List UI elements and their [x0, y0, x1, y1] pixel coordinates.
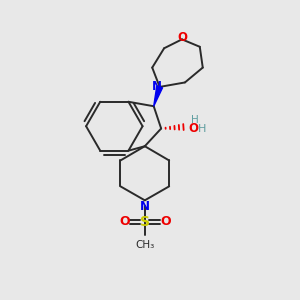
Text: O: O [119, 215, 130, 228]
Text: H: H [191, 115, 199, 124]
Text: S: S [140, 215, 150, 229]
Text: O: O [160, 215, 171, 228]
Text: O: O [177, 32, 187, 44]
Text: CH₃: CH₃ [135, 239, 154, 250]
Text: H: H [198, 124, 206, 134]
Polygon shape [154, 86, 163, 106]
Text: O: O [188, 122, 198, 135]
Text: N: N [152, 80, 162, 93]
Text: N: N [140, 200, 150, 213]
